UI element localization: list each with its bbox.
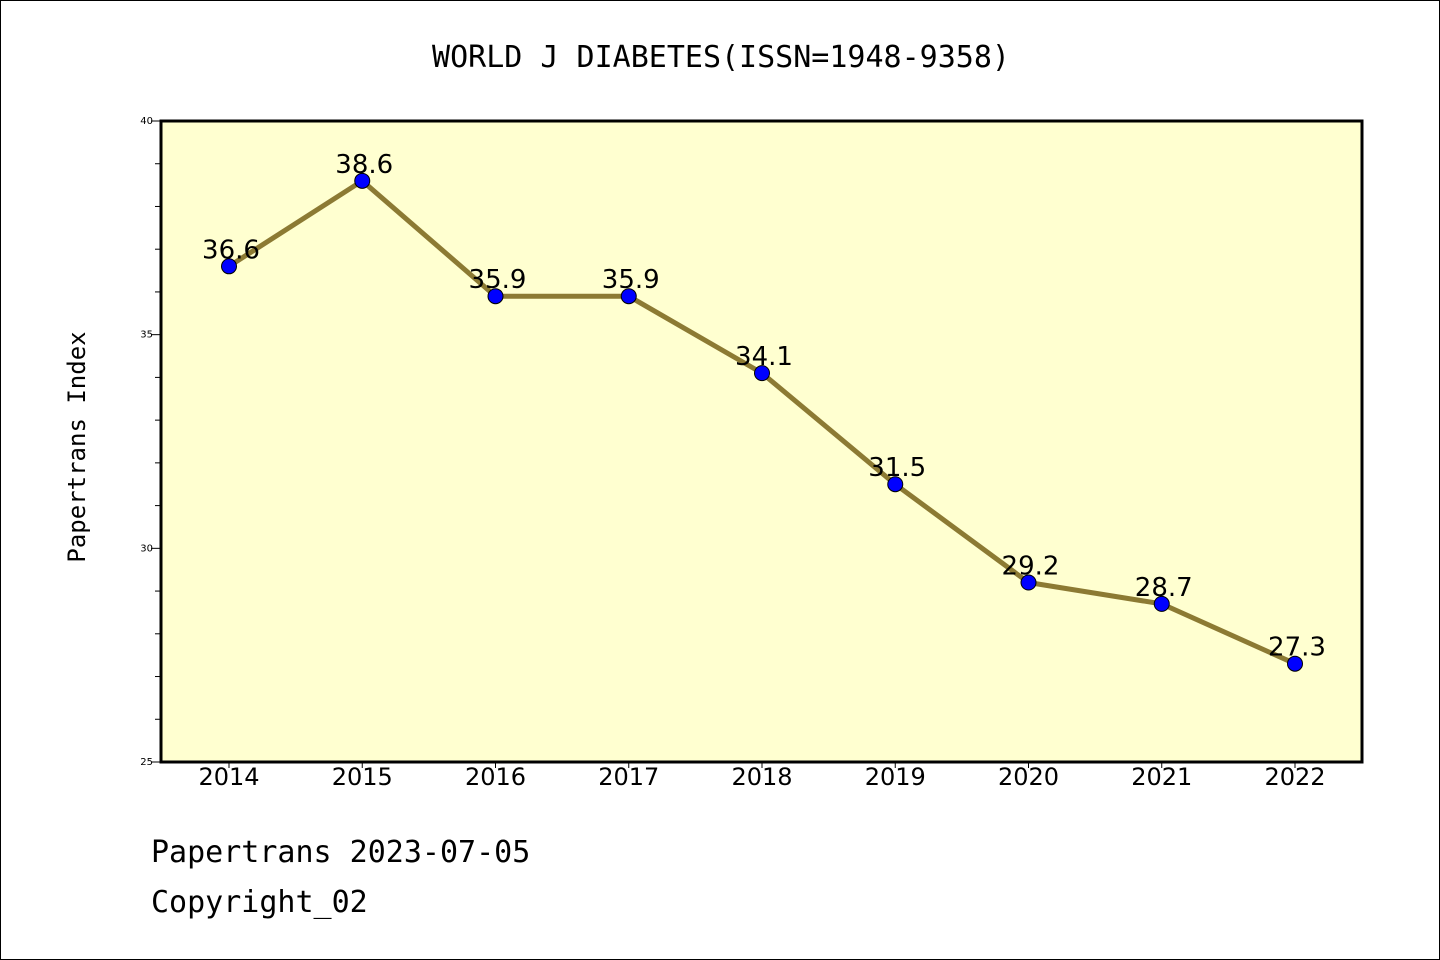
data-point: [1287, 655, 1303, 672]
y-axis: 25 30 35 40: [140, 116, 161, 768]
y-tick-label: 30: [140, 543, 153, 554]
series-markers: [221, 172, 1303, 672]
data-point: [1153, 595, 1170, 612]
y-tick-label: 35: [140, 330, 153, 341]
plot-area: [159, 119, 1364, 764]
data-point: [754, 365, 770, 382]
data-labels: 36.6 38.6 35.9 35.9 34.1 31.5 29.2 28.7 27.3: [202, 150, 1326, 663]
x-tick-label: 2016: [465, 763, 526, 791]
data-label: 27.3: [1268, 633, 1326, 663]
data-point: [487, 288, 504, 305]
chart-title: WORLD J DIABETES(ISSN=1948-9358): [432, 40, 1010, 75]
x-tick-label: 2019: [865, 763, 926, 791]
x-tick-label: 2014: [198, 763, 259, 791]
footer-date: Papertrans 2023-07-05: [151, 835, 531, 870]
data-point: [620, 288, 637, 305]
x-tick-label: 2017: [598, 763, 659, 791]
x-tick-label: 2022: [1264, 763, 1325, 791]
y-tick-label: 25: [140, 757, 153, 768]
data-label: 38.6: [335, 150, 393, 180]
x-tick-label: 2018: [731, 763, 792, 791]
y-tick-label: 40: [140, 116, 153, 127]
data-label: 29.2: [1002, 552, 1060, 582]
data-point: [1020, 574, 1037, 591]
data-label: 35.9: [602, 265, 660, 295]
data-label: 35.9: [469, 265, 527, 295]
data-label: 31.5: [868, 453, 926, 483]
footer-copyright: Copyright_02: [151, 885, 368, 920]
data-label: 34.1: [735, 342, 793, 372]
data-point: [887, 476, 904, 493]
x-tick-label: 2015: [332, 763, 393, 791]
data-point: [221, 258, 237, 275]
x-axis: 2014 2015 2016 2017 2018 2019 2020 2021 2022: [198, 762, 1326, 791]
x-tick-label: 2021: [1131, 763, 1192, 791]
data-label: 28.7: [1135, 573, 1193, 603]
y-axis-label: Papertrans Index: [63, 331, 91, 562]
x-tick-label: 2020: [998, 763, 1059, 791]
data-point: [354, 172, 371, 189]
data-label: 36.6: [202, 235, 260, 265]
